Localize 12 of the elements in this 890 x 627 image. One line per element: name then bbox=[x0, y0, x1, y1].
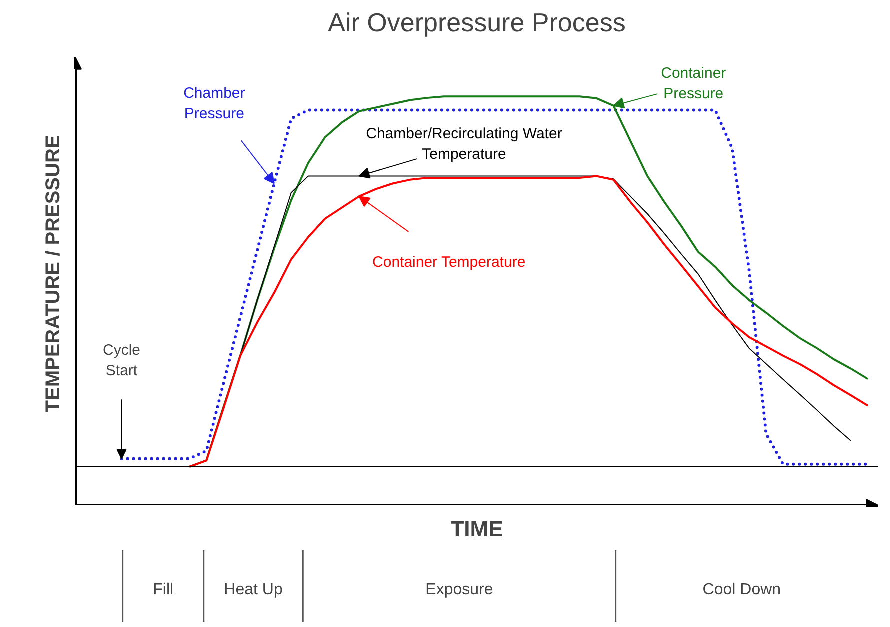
x-axis-title: TIME bbox=[450, 516, 504, 542]
series-label: Chamber/Recirculating Water Temperature bbox=[366, 126, 562, 163]
text: Chamber Pressure bbox=[184, 84, 246, 122]
text: Heat Up bbox=[224, 582, 283, 599]
text: Exposure bbox=[426, 582, 494, 599]
chart-title: Air Overpressure Process bbox=[328, 8, 626, 38]
text: Container Pressure bbox=[661, 65, 726, 103]
annotation: Cycle Start bbox=[103, 342, 141, 380]
y-axis-title: TEMPERATURE / PRESSURE bbox=[42, 135, 64, 413]
text: Container Temperature bbox=[372, 254, 526, 272]
text: Cool Down bbox=[702, 582, 782, 599]
text: Fill bbox=[153, 582, 174, 599]
